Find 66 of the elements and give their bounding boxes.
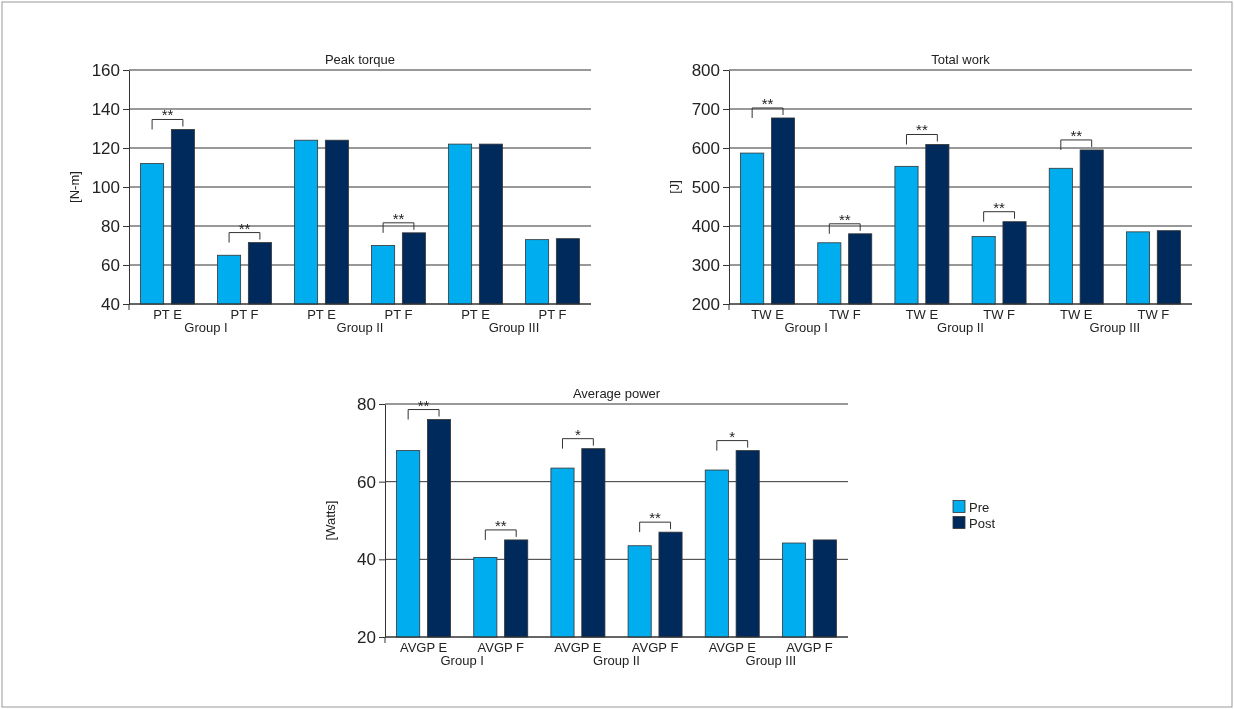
text: Group I — [440, 653, 484, 668]
annotation: ** — [1070, 126, 1083, 144]
annotation: ** — [238, 219, 251, 237]
chart-title: Average power — [572, 386, 661, 401]
annotation: ** — [761, 94, 774, 112]
x-tick-label: TW F — [1137, 306, 1170, 322]
y-tick-label: 40 — [101, 294, 120, 314]
text: Group I — [184, 320, 228, 335]
y-tick-label: 80 — [357, 394, 376, 414]
text: Group II — [336, 320, 384, 335]
legend-label: Pre — [969, 499, 990, 515]
y-tick-label: 800 — [691, 60, 720, 80]
annotation: * — [574, 425, 581, 443]
x-tick-label: PT F — [538, 306, 567, 322]
x-tick-label: PT F — [384, 306, 413, 322]
annotation: ** — [161, 106, 174, 124]
y-tick-label: 60 — [101, 255, 120, 275]
x-tick-label: TW E — [1060, 306, 1093, 322]
x-tick-label: TW E — [905, 306, 939, 322]
text: Group II — [593, 653, 640, 668]
annotation: ** — [916, 121, 928, 139]
annotation: ** — [494, 516, 507, 534]
annotation: * — [729, 427, 736, 445]
annotation: ** — [392, 209, 405, 227]
y-tick-label: 40 — [357, 550, 376, 570]
text: Group III — [1089, 320, 1141, 335]
annotation: ** — [993, 198, 1006, 216]
y-tick-label: 700 — [691, 99, 720, 119]
x-tick-label: PT E — [461, 306, 491, 322]
annotation: ** — [417, 396, 430, 414]
text: Group II — [937, 320, 984, 335]
annotation: ** — [838, 210, 851, 228]
y-tick-label: 120 — [91, 138, 120, 158]
y-tick-label: 400 — [691, 216, 720, 236]
annotation: ** — [649, 509, 662, 527]
chart-title: Peak torque — [324, 52, 396, 67]
y-tick-label: 600 — [691, 138, 720, 158]
x-tick-label: AVGP F — [786, 639, 833, 655]
x-tick-label: AVGP E — [554, 639, 602, 655]
y-tick-label: 140 — [91, 99, 120, 119]
y-axis-title: [N-m] — [67, 171, 82, 203]
text: Group III — [488, 320, 540, 335]
y-axis-title: [J] — [667, 180, 682, 194]
legend-label: Post — [969, 515, 996, 531]
x-tick-label: TW F — [828, 306, 861, 322]
y-axis-title: [Watts] — [323, 500, 338, 541]
y-tick-label: 100 — [91, 177, 120, 197]
x-tick-label: TW E — [751, 306, 785, 322]
chart-title: Total work — [931, 52, 991, 67]
x-tick-label: PT E — [307, 306, 337, 322]
x-tick-label: AVGP E — [399, 639, 448, 655]
x-tick-label: AVGP E — [708, 639, 757, 655]
x-tick-label: PT F — [230, 306, 259, 322]
y-tick-label: 300 — [691, 255, 720, 275]
x-tick-label: TW F — [983, 306, 1016, 322]
y-tick-label: 80 — [101, 216, 120, 236]
x-tick-label: PT E — [153, 306, 183, 322]
y-tick-label: 20 — [357, 627, 376, 647]
y-tick-label: 60 — [357, 472, 376, 492]
y-tick-label: 200 — [691, 294, 720, 314]
text: Group III — [745, 653, 797, 668]
text: Group I — [784, 320, 828, 335]
x-tick-label: AVGP F — [477, 639, 525, 655]
x-tick-label: AVGP F — [631, 639, 679, 655]
y-tick-label: 500 — [691, 177, 720, 197]
y-tick-label: 160 — [91, 60, 120, 80]
